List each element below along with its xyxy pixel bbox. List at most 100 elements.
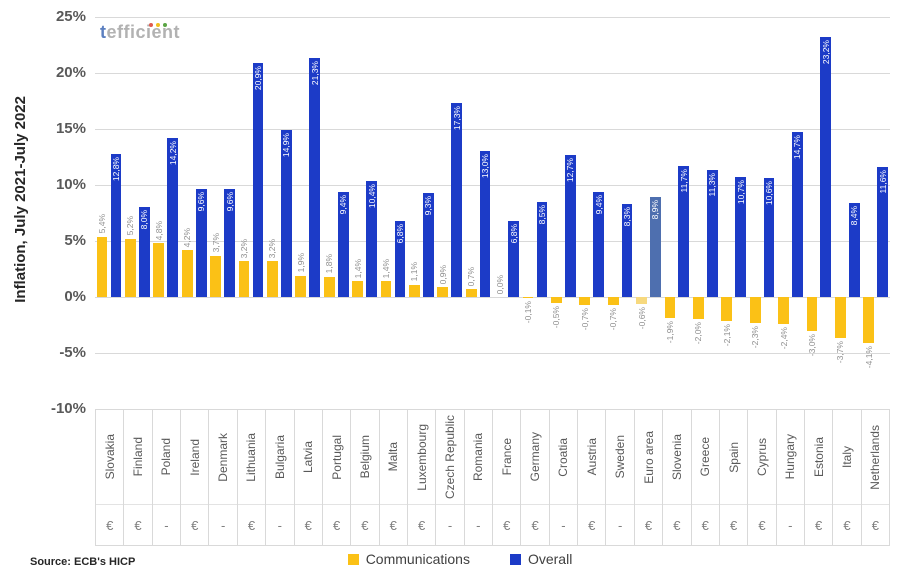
currency-symbol: €: [332, 517, 341, 533]
country-column-estonia: -3,0% 23,2%: [805, 17, 833, 409]
country-column-slovakia: 5,4% 12,8%: [95, 17, 123, 409]
country-label-text: Spain: [726, 441, 741, 473]
overall-value-label: 11,3%: [707, 173, 718, 197]
overall-bar: [593, 191, 605, 297]
overall-bar: [706, 170, 718, 297]
communications-bar: [749, 297, 761, 323]
communications-value-label: -2,0%: [693, 322, 704, 345]
plot-area: 5,4% 12,8% 5,2% 8,0% 4,8% 14,2% 4,2% 9,6% 3,7% 9,…: [95, 17, 890, 410]
communications-value-label: 1,8%: [324, 254, 335, 274]
currency-symbol: €: [191, 517, 199, 533]
logo-dot-red-icon: [149, 23, 153, 27]
overall-bar: [735, 177, 747, 297]
country-label: Euro area: [634, 410, 663, 506]
category-cell: Romania -: [463, 410, 493, 545]
category-cell: Sweden -: [605, 410, 634, 545]
country-label: Belgium: [351, 410, 379, 506]
currency-symbol: €: [531, 517, 539, 533]
category-cell: Czech Republic -: [435, 410, 464, 545]
overall-value-label: 9,4%: [593, 194, 604, 215]
country-column-latvia: 1,9% 21,3%: [294, 17, 322, 409]
communications-bar: [664, 297, 676, 319]
communications-bar: [352, 281, 364, 297]
currency-symbol: -: [220, 517, 226, 533]
country-label-text: Malta: [386, 442, 401, 472]
country-label: Malta: [379, 410, 407, 506]
y-tick-label: 0%: [64, 288, 86, 305]
communications-bar: [437, 286, 449, 297]
overall-bar: [650, 197, 661, 297]
communications-value-label: 5,4%: [97, 214, 108, 234]
overall-value-label: 8,3%: [622, 207, 633, 227]
communications-bar: [636, 297, 647, 304]
category-cell: Denmark -: [208, 410, 237, 545]
y-tick-label: 5%: [64, 232, 86, 249]
country-label-text: Czech Republic: [442, 415, 457, 500]
overall-bar: [110, 153, 122, 297]
tefficient-logo: tefficient: [100, 22, 180, 43]
country-column-euro-area: -0,6% 8,9%: [634, 17, 662, 409]
gridline: [95, 73, 890, 74]
country-label-text: Greece: [698, 437, 713, 477]
communications-bar: [96, 236, 108, 297]
country-label: Latvia: [294, 410, 322, 506]
country-label-text: Slovakia: [102, 434, 117, 480]
communications-bar: [721, 297, 733, 321]
communications-value-label: 1,4%: [352, 258, 363, 279]
overall-bar: [167, 137, 179, 297]
currency-symbol: €: [673, 517, 681, 533]
country-label: Slovakia: [96, 410, 124, 506]
overall-value-label: 17,3%: [451, 106, 462, 131]
country-label: Portugal: [322, 410, 351, 506]
country-label-text: Cyprus: [754, 438, 769, 477]
communications-value-label: -2,3%: [750, 325, 761, 348]
overall-bar: [877, 167, 888, 297]
communications-bar: [579, 297, 591, 305]
country-column-slovenia: -1,9% 11,7%: [663, 17, 691, 409]
overall-value-label: 14,7%: [792, 135, 803, 160]
category-cell: Austria €: [577, 410, 606, 545]
overall-value-label: 14,2%: [167, 140, 178, 166]
category-cell: Germany €: [520, 410, 549, 545]
overall-value-label: 23,2%: [820, 40, 831, 65]
category-cell: Italy €: [832, 410, 861, 545]
y-tick-label: -5%: [59, 344, 86, 361]
communications-value-label: -3,7%: [835, 341, 846, 364]
overall-bar: [139, 207, 150, 297]
country-column-bulgaria: 3,2% 14,9%: [265, 17, 293, 409]
country-label: Slovenia: [663, 410, 691, 506]
overall-value-label: 12,7%: [565, 157, 576, 182]
country-label: Denmark: [209, 410, 237, 506]
country-label-text: Estonia: [811, 437, 826, 478]
communications-value-label: 4,8%: [153, 220, 164, 241]
y-tick-label: 20%: [55, 64, 86, 81]
country-column-belgium: 1,4% 10,4%: [351, 17, 379, 409]
country-label: Ireland: [181, 410, 209, 506]
overall-bar: [422, 192, 434, 297]
communications-value-label: 0,9%: [437, 264, 448, 284]
overall-bar: [508, 220, 519, 297]
overall-bar: [763, 178, 775, 297]
country-column-croatia: -0,5% 12,7%: [549, 17, 577, 409]
currency-symbol: -: [561, 517, 566, 533]
country-column-romania: 0,7% 13,0%: [464, 17, 492, 409]
communications-value-label: 4,2%: [182, 227, 193, 247]
category-cell: Finland €: [123, 410, 152, 545]
country-label: Hungary: [776, 410, 804, 506]
communications-value-label: -0,7%: [608, 307, 619, 331]
currency-symbol: -: [164, 517, 169, 533]
overall-bar: [792, 132, 803, 297]
overall-bar: [366, 180, 377, 297]
communications-bar: [692, 297, 704, 320]
country-label: Luxembourg: [407, 410, 436, 506]
category-cell: Lithuania €: [236, 410, 266, 545]
country-column-netherlands: -4,1% 11,6%: [862, 17, 890, 409]
country-label-text: Slovenia: [669, 434, 684, 481]
communications-value-label: 0,0%: [494, 274, 505, 294]
country-label-text: Denmark: [216, 432, 231, 482]
communications-bar: [409, 284, 420, 297]
country-label-text: Croatia: [556, 437, 571, 477]
overall-bar: [309, 58, 321, 297]
logo-dot-yellow-icon: [156, 23, 160, 27]
currency-symbol: -: [277, 517, 282, 533]
